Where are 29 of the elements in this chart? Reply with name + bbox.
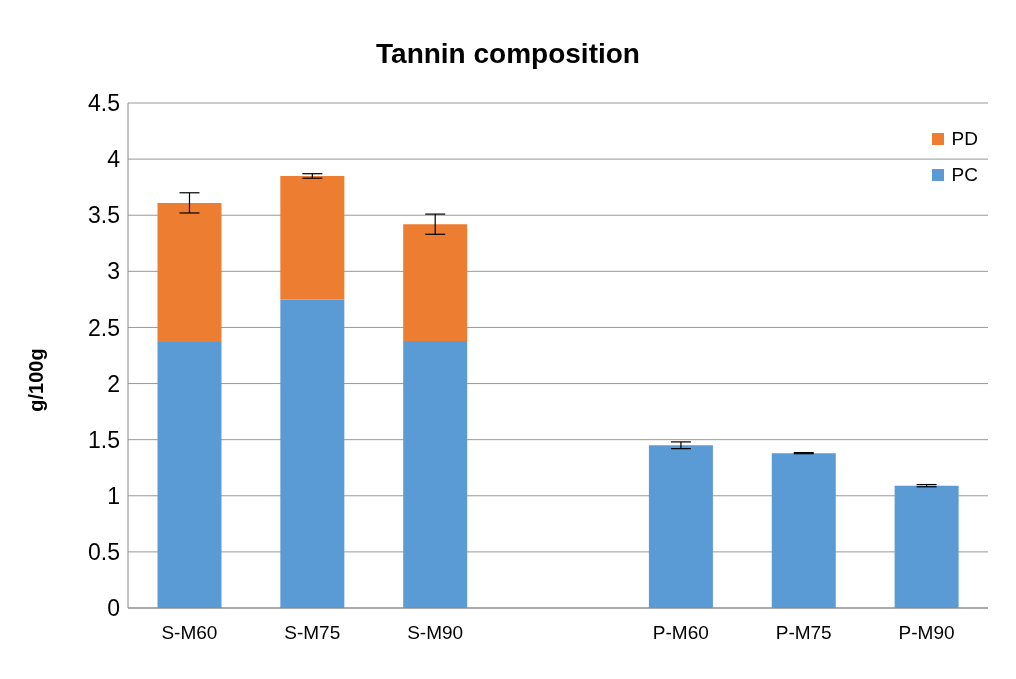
y-tick-label: 2.5 (88, 314, 120, 341)
x-tick-label: P-M60 (652, 622, 709, 644)
y-tick-label: 1 (107, 482, 120, 509)
x-tick-label: S-M90 (407, 622, 464, 644)
y-axis-title: g/100g (24, 348, 48, 412)
y-tick-label: 1.5 (88, 426, 120, 453)
y-tick-label: 4 (107, 146, 121, 173)
bar (280, 175, 345, 300)
legend-label: PC (951, 164, 978, 186)
y-tick-label: 0.5 (88, 539, 120, 566)
x-tick-label: P-M75 (775, 622, 832, 644)
bar (403, 224, 468, 341)
bar (403, 340, 468, 608)
legend-label: PD (951, 128, 978, 150)
bar (280, 299, 345, 608)
bar (648, 445, 713, 608)
bar (157, 342, 222, 608)
bar (894, 485, 959, 608)
y-tick-label: 0 (107, 595, 120, 622)
y-tick-label: 3 (107, 258, 120, 285)
x-tick-label: P-M90 (898, 622, 955, 644)
x-tick-label: S-M75 (284, 622, 341, 644)
x-tick-label: S-M60 (161, 622, 218, 644)
bar (771, 453, 836, 608)
y-tick-label: 4.5 (88, 90, 120, 117)
y-tick-label: 2 (107, 370, 120, 397)
chart-title: Tannin composition (375, 38, 641, 70)
bar (157, 202, 222, 343)
y-tick-label: 3.5 (88, 202, 120, 229)
